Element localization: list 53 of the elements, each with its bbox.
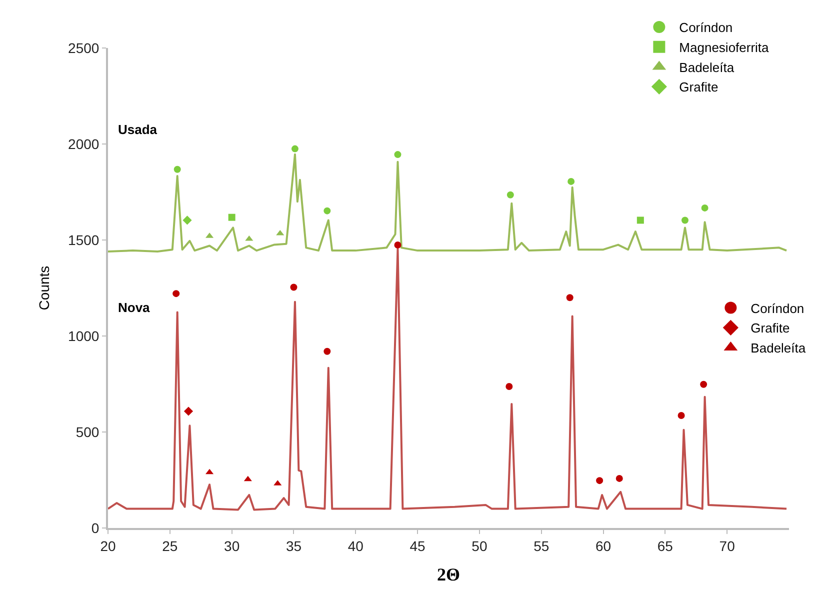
x-tick-label: 55: [534, 538, 550, 554]
point: [506, 191, 514, 198]
point: [568, 178, 575, 185]
y-tick-label: 2000: [68, 136, 100, 152]
point: [701, 204, 708, 212]
point: [678, 412, 685, 419]
annotation: Nova: [118, 300, 151, 315]
y-tick-label: 1000: [68, 328, 100, 344]
x-tick-label: 20: [100, 538, 116, 554]
y-tick-label: 2500: [68, 40, 100, 56]
legend-label: Badeleíta: [679, 60, 735, 75]
point: [228, 214, 236, 221]
x-tick-label: 65: [657, 538, 674, 554]
y-tick-label: 1500: [68, 232, 100, 248]
x-tick-label: 35: [286, 538, 302, 554]
point: [394, 151, 402, 158]
x-tick-label: 40: [348, 538, 364, 554]
legend-label: Grafite: [750, 320, 790, 336]
y-tick-label: 500: [76, 424, 100, 440]
point: [276, 230, 284, 236]
legend-label: Coríndon: [679, 20, 733, 36]
x-tick-label: 30: [224, 538, 240, 554]
point: [291, 145, 298, 152]
legend-label: Badeleíta: [750, 340, 806, 356]
legend-label: Grafite: [679, 80, 718, 95]
line-series: [108, 153, 788, 253]
annotation: Usada: [118, 122, 158, 137]
point: [172, 290, 180, 298]
y-axis-title: Counts: [36, 266, 52, 310]
x-tick-label: 60: [595, 538, 612, 554]
point: [596, 477, 604, 484]
point: [182, 216, 192, 225]
x-tick-label: 70: [719, 538, 736, 554]
point: [174, 166, 181, 173]
y-tick-label: 0: [91, 520, 100, 536]
point: [636, 216, 644, 224]
legend-label: Coríndon: [750, 300, 804, 316]
point: [290, 284, 298, 291]
x-axis-title: 2Θ: [436, 564, 460, 584]
x-tick-label: 25: [162, 538, 178, 554]
point: [324, 207, 331, 214]
point: [616, 474, 623, 482]
point: [394, 241, 402, 248]
point: [700, 380, 708, 388]
x-tick-label: 45: [410, 538, 426, 554]
point: [324, 348, 331, 355]
point: [681, 216, 688, 224]
x-tick-label: 50: [472, 538, 488, 554]
legend-label: Magnesioferrita: [679, 40, 770, 55]
point: [244, 476, 252, 482]
point: [506, 383, 513, 390]
point: [184, 406, 194, 416]
point: [566, 294, 574, 302]
